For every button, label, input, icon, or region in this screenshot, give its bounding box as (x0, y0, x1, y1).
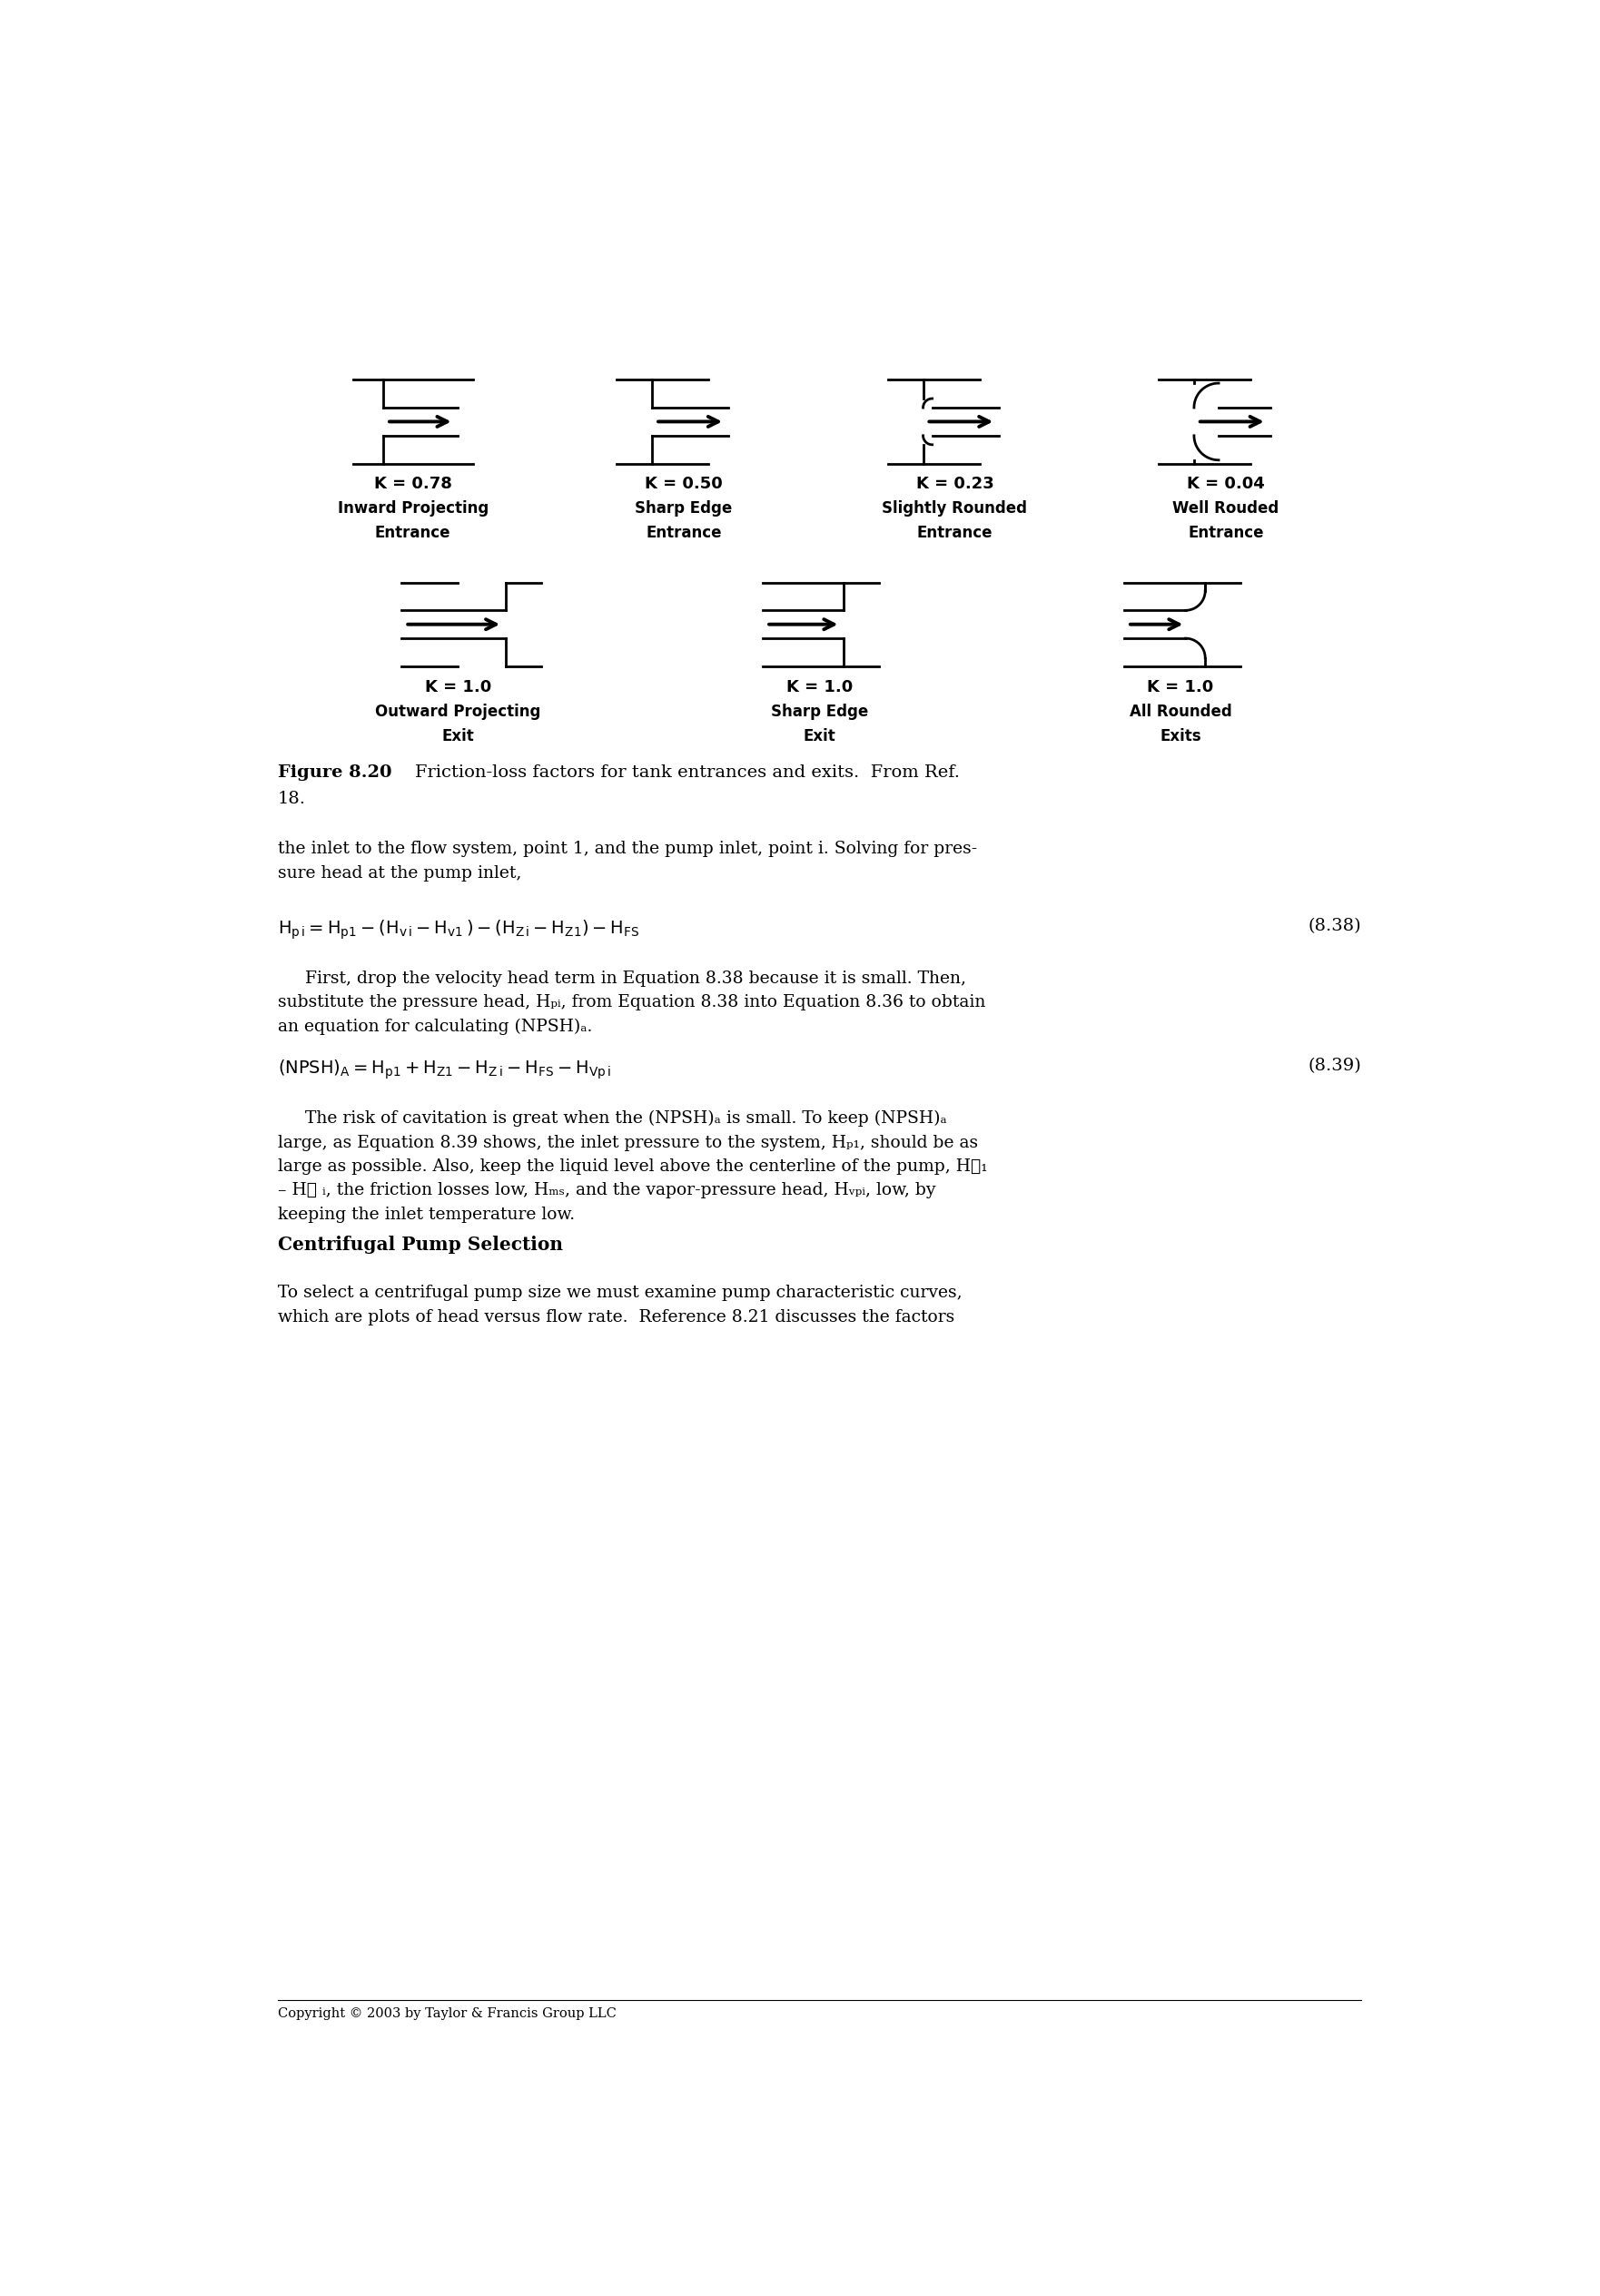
Text: Entrance: Entrance (646, 526, 722, 542)
Text: $\mathrm{H_{p\,i} = H_{p1} - (H_{v\,i} - H_{v1}\,) - (H_{Z\,i} - H_{Z1}) - H_{FS: $\mathrm{H_{p\,i} = H_{p1} - (H_{v\,i} -… (277, 918, 640, 941)
Text: Centrifugal Pump Selection: Centrifugal Pump Selection (277, 1235, 563, 1254)
Text: Copyright © 2003 by Taylor & Francis Group LLC: Copyright © 2003 by Taylor & Francis Gro… (277, 2007, 616, 2020)
Text: To select a centrifugal pump size we must examine pump characteristic curves,
wh: To select a centrifugal pump size we mus… (277, 1286, 962, 1325)
Text: All Rounded: All Rounded (1130, 703, 1232, 719)
Text: Exit: Exit (803, 728, 835, 744)
Text: the inlet to the flow system, point 1, and the pump inlet, point i. Solving for : the inlet to the flow system, point 1, a… (277, 840, 978, 882)
Text: First, drop the velocity head term in Equation 8.38 because it is small. Then,
s: First, drop the velocity head term in Eq… (277, 971, 986, 1035)
Text: Sharp Edge: Sharp Edge (635, 501, 733, 517)
Text: Well Rouded: Well Rouded (1173, 501, 1278, 517)
Text: K = 1.0: K = 1.0 (786, 680, 853, 696)
Text: The risk of cavitation is great when the (NPSH)ₐ is small. To keep (NPSH)ₐ
large: The risk of cavitation is great when the… (277, 1111, 987, 1224)
Text: Entrance: Entrance (374, 526, 451, 542)
Text: Slightly Rounded: Slightly Rounded (882, 501, 1027, 517)
Text: Sharp Edge: Sharp Edge (771, 703, 867, 719)
Text: K = 1.0: K = 1.0 (424, 680, 491, 696)
Text: Entrance: Entrance (1187, 526, 1264, 542)
Text: (8.38): (8.38) (1307, 918, 1362, 934)
Text: K = 0.04: K = 0.04 (1187, 475, 1264, 491)
Text: Exits: Exits (1160, 728, 1202, 744)
Text: K = 0.78: K = 0.78 (374, 475, 451, 491)
Text: Exit: Exit (442, 728, 474, 744)
Text: (8.39): (8.39) (1307, 1058, 1362, 1075)
Text: K = 1.0: K = 1.0 (1147, 680, 1214, 696)
Text: K = 0.50: K = 0.50 (645, 475, 723, 491)
Text: Inward Projecting: Inward Projecting (338, 501, 488, 517)
Text: Entrance: Entrance (917, 526, 992, 542)
Text: Figure 8.20: Figure 8.20 (277, 765, 392, 781)
Text: $\mathrm{(NPSH)_A = H_{p1} + H_{Z1} - H_{Z\,i} - H_{FS} - H_{Vp\,i}}$: $\mathrm{(NPSH)_A = H_{p1} + H_{Z1} - H_… (277, 1058, 611, 1081)
Text: Friction-loss factors for tank entrances and exits.  From Ref.: Friction-loss factors for tank entrances… (414, 765, 960, 781)
Text: K = 0.23: K = 0.23 (915, 475, 994, 491)
Text: 18.: 18. (277, 790, 306, 808)
Text: Outward Projecting: Outward Projecting (376, 703, 541, 719)
